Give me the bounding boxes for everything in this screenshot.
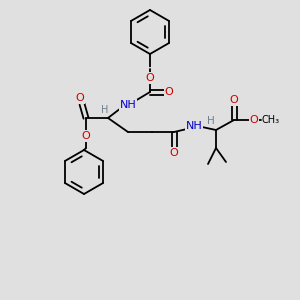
Text: NH: NH [120, 100, 136, 110]
Text: H: H [101, 105, 109, 115]
Text: O: O [76, 93, 84, 103]
Text: O: O [82, 131, 90, 141]
Text: O: O [165, 87, 173, 97]
Text: CH₃: CH₃ [262, 115, 280, 125]
Text: H: H [207, 116, 215, 126]
Text: O: O [146, 73, 154, 83]
Text: O: O [250, 115, 258, 125]
Text: O: O [169, 148, 178, 158]
Text: NH: NH [186, 121, 202, 131]
Text: O: O [230, 95, 238, 105]
